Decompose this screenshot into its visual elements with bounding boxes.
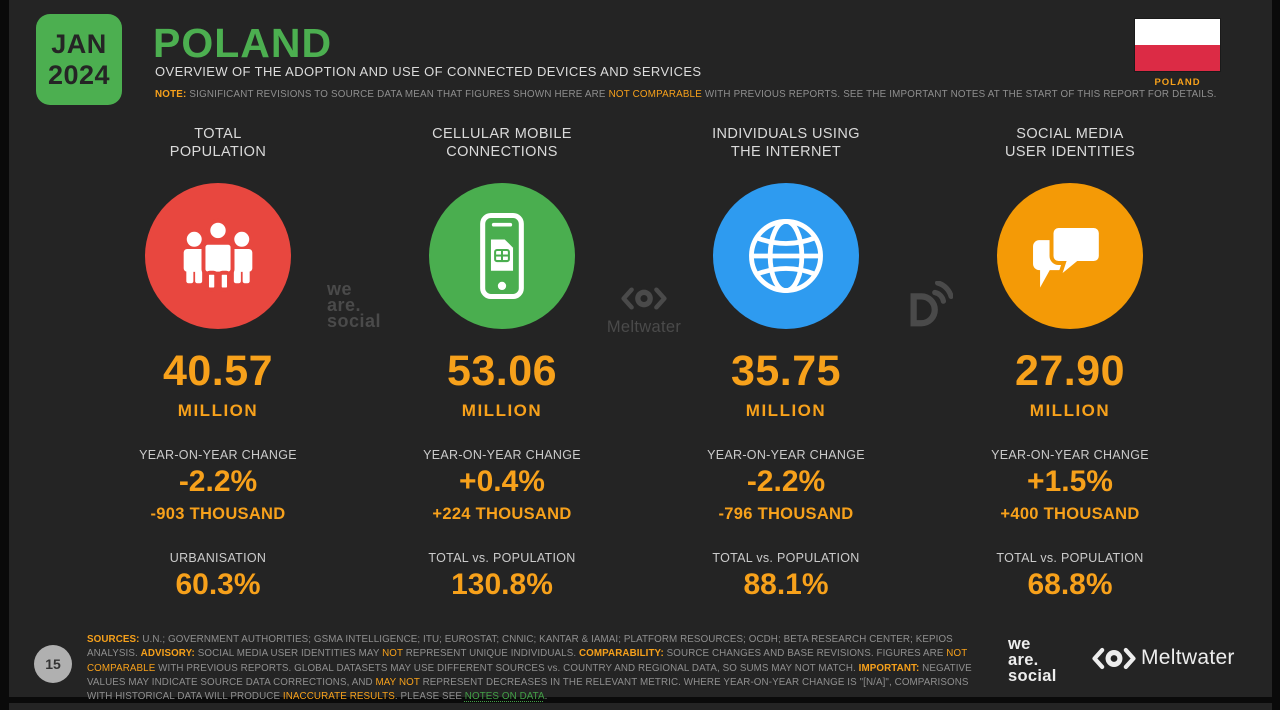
yoy-change-label: YEAR-ON-YEAR CHANGE <box>423 448 581 462</box>
stat-value: 35.75 <box>730 347 842 395</box>
yoy-change-label: YEAR-ON-YEAR CHANGE <box>991 448 1149 462</box>
speech-bubbles-icon <box>1033 224 1103 288</box>
date-month: JAN <box>51 28 107 59</box>
date-badge: JAN 2024 <box>36 14 122 105</box>
sources-text: SOURCES: U.N.; GOVERNMENT AUTHORITIES; G… <box>87 634 972 703</box>
notes-on-data-link[interactable]: NOTES ON DATA <box>464 691 545 703</box>
date-year: 2024 <box>47 59 111 90</box>
page-note: NOTE: SIGNIFICANT REVISIONS TO SOURCE DA… <box>155 89 1217 100</box>
column-title: CELLULAR MOBILE CONNECTIONS <box>432 126 572 160</box>
stat-value: 27.90 <box>1014 347 1126 395</box>
next-slide-strip <box>9 703 1272 710</box>
flag-label: POLAND <box>1154 77 1201 88</box>
secondary-metric-label: TOTAL vs. POPULATION <box>712 551 860 565</box>
yoy-change-abs: -796 THOUSAND <box>718 505 854 523</box>
yoy-change-pct: +0.4% <box>459 465 545 498</box>
stat-icon-circle <box>997 183 1143 329</box>
yoy-change-label: YEAR-ON-YEAR CHANGE <box>707 448 865 462</box>
flag-red-stripe <box>1135 45 1220 71</box>
we-are-social-logo: we are. social <box>1008 635 1057 685</box>
stat-value: 40.57 <box>162 347 274 395</box>
stat-column-social: SOCIAL MEDIA USER IDENTITIES 27.90 MILLI… <box>950 125 1190 600</box>
stat-icon-circle <box>713 183 859 329</box>
yoy-change-pct: -2.2% <box>178 465 258 498</box>
stat-unit: MILLION <box>461 401 543 420</box>
slide-background: JAN 2024 POLAND OVERVIEW OF THE ADOPTION… <box>9 0 1272 702</box>
page-title: POLAND <box>153 20 333 66</box>
stat-column-mobile: CELLULAR MOBILE CONNECTIONS 53.06 MILLIO… <box>382 125 622 600</box>
stat-column-population: TOTAL POPULATION <box>98 125 338 600</box>
page-number-badge: 15 <box>34 645 72 683</box>
secondary-metric-value: 88.1% <box>743 568 829 601</box>
meltwater-watermark-label: Meltwater <box>606 318 682 336</box>
meltwater-eye-icon <box>621 287 667 310</box>
meltwater-watermark: Meltwater <box>601 287 687 337</box>
stat-unit: MILLION <box>745 401 827 420</box>
column-title: TOTAL POPULATION <box>169 126 267 160</box>
page-number: 15 <box>45 656 61 672</box>
yoy-change-abs: +224 THOUSAND <box>432 505 572 523</box>
secondary-metric-label: URBANISATION <box>169 551 267 565</box>
poland-flag <box>1135 19 1220 71</box>
datareportal-d-icon <box>910 280 954 327</box>
yoy-change-pct: +1.5% <box>1027 465 1113 498</box>
yoy-change-abs: +400 THOUSAND <box>1000 505 1140 523</box>
secondary-metric-value: 60.3% <box>175 568 261 601</box>
mobile-phone-icon <box>480 212 524 300</box>
page-subtitle: OVERVIEW OF THE ADOPTION AND USE OF CONN… <box>155 64 702 79</box>
stat-icon-circle <box>429 183 575 329</box>
flag-white-stripe <box>1135 19 1220 45</box>
meltwater-logo-label: Meltwater <box>1141 646 1235 669</box>
stat-column-internet: INDIVIDUALS USING THE INTERNET 35.75 MIL… <box>666 125 906 600</box>
stat-unit: MILLION <box>177 401 259 420</box>
stat-value: 53.06 <box>446 347 558 395</box>
meltwater-logo-icon <box>1092 647 1136 669</box>
column-title: SOCIAL MEDIA USER IDENTITIES <box>1004 126 1136 160</box>
secondary-metric-value: 68.8% <box>1027 568 1113 601</box>
yoy-change-label: YEAR-ON-YEAR CHANGE <box>139 448 297 462</box>
meltwater-logo: Meltwater <box>1092 646 1235 670</box>
column-title: INDIVIDUALS USING THE INTERNET <box>712 126 860 160</box>
datareportal-watermark <box>905 280 954 334</box>
secondary-metric-label: TOTAL vs. POPULATION <box>428 551 576 565</box>
globe-icon <box>749 219 823 293</box>
we-are-social-watermark: we are. social <box>327 279 382 331</box>
people-icon <box>183 218 253 292</box>
yoy-change-abs: -903 THOUSAND <box>150 505 286 523</box>
yoy-change-pct: -2.2% <box>746 465 826 498</box>
secondary-metric-value: 130.8% <box>451 568 553 601</box>
secondary-metric-label: TOTAL vs. POPULATION <box>996 551 1144 565</box>
stat-icon-circle <box>145 183 291 329</box>
stat-unit: MILLION <box>1029 401 1111 420</box>
